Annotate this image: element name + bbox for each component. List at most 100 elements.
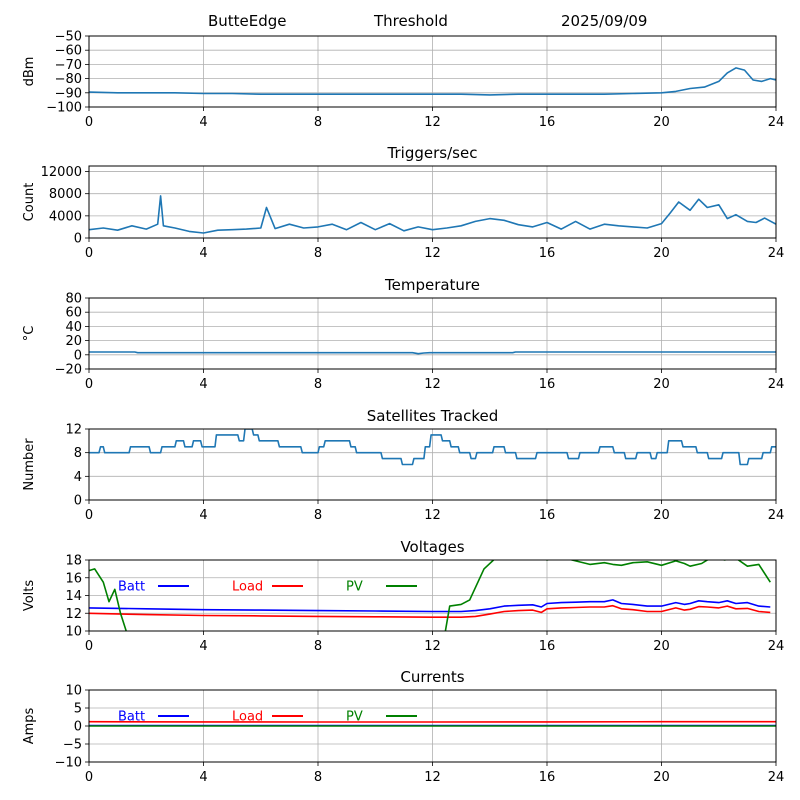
x-tick-label: 0 (85, 246, 93, 261)
x-tick-label: 0 (85, 377, 93, 392)
x-tick-label: 24 (768, 770, 785, 785)
y-tick-label: 20 (65, 334, 82, 349)
y-tick-label: −20 (55, 363, 82, 378)
panel-title: Satellites Tracked (367, 407, 498, 425)
x-tick-label: 12 (424, 770, 441, 785)
y-tick-label: 80 (65, 292, 82, 307)
panel-title: Temperature (384, 276, 480, 294)
series-line-batt (89, 599, 771, 613)
x-tick-label: 20 (653, 246, 670, 261)
y-axis-label: Volts (22, 580, 37, 612)
y-tick-label: −10 (55, 756, 82, 771)
series-line (89, 429, 776, 466)
y-tick-label: −60 (55, 44, 82, 59)
y-tick-label: 16 (65, 571, 82, 586)
y-tick-label: 4 (74, 470, 82, 485)
y-tick-label: −70 (55, 58, 82, 73)
x-tick-label: 16 (539, 770, 556, 785)
x-tick-label: 8 (314, 377, 322, 392)
legend-label-batt: Batt (118, 710, 145, 725)
x-tick-label: 20 (653, 508, 670, 523)
y-tick-label: 0 (74, 720, 82, 735)
x-tick-label: 12 (424, 115, 441, 130)
panel-4: 0 4 8 12 16 20 24 10 12 14 16 18 Voltages Volts Batt Lo… (22, 538, 784, 654)
x-tick-label: 24 (768, 508, 785, 523)
y-tick-label: 12000 (41, 165, 82, 180)
plot-frame (88, 689, 777, 763)
y-axis-label: °C (22, 326, 37, 342)
y-tick-label: 8000 (49, 187, 82, 202)
x-tick-label: 8 (314, 246, 322, 261)
y-tick-label: −90 (55, 86, 82, 101)
x-tick-label: 8 (314, 639, 322, 654)
x-tick-label: 16 (539, 246, 556, 261)
y-tick-label: 0 (74, 232, 82, 247)
x-tick-label: 0 (85, 508, 93, 523)
panel-1: 0 4 8 12 16 20 24 0 4000 8000 12000 Triggers/sec Cou… (22, 144, 784, 261)
x-tick-label: 0 (85, 639, 93, 654)
y-axis-label: dBm (22, 57, 37, 87)
x-tick-label: 24 (768, 246, 785, 261)
x-tick-label: 4 (199, 115, 207, 130)
x-tick-label: 20 (653, 639, 670, 654)
x-tick-label: 20 (653, 115, 670, 130)
x-tick-label: 24 (768, 639, 785, 654)
x-tick-label: 12 (424, 246, 441, 261)
y-tick-label: 5 (74, 702, 82, 717)
x-tick-label: 16 (539, 639, 556, 654)
y-tick-label: 8 (74, 446, 82, 461)
series-line (89, 351, 776, 355)
y-tick-label: 10 (65, 684, 82, 699)
x-tick-label: 4 (199, 377, 207, 392)
y-tick-label: 10 (65, 625, 82, 640)
x-tick-label: 20 (653, 770, 670, 785)
x-tick-label: 4 (199, 770, 207, 785)
series-line-pv (89, 560, 771, 631)
legend-label-pv: PV (346, 580, 363, 595)
x-tick-label: 24 (768, 115, 785, 130)
series-line-load (89, 604, 771, 619)
panel-5: 0 4 8 12 16 20 24 −10 −5 0 5 10 Currents Amps Batt Load… (22, 668, 784, 785)
x-tick-label: 0 (85, 770, 93, 785)
x-tick-label: 8 (314, 770, 322, 785)
x-tick-label: 16 (539, 508, 556, 523)
plot-frame (88, 428, 777, 501)
panel-3: 0 4 8 12 16 20 24 0 4 8 12 Satellites Tracked Number (22, 407, 784, 523)
y-tick-label: 12 (65, 607, 82, 622)
header-label: Threshold (373, 12, 448, 30)
x-tick-label: 8 (314, 508, 322, 523)
x-tick-label: 16 (539, 115, 556, 130)
y-tick-label: 0 (74, 494, 82, 509)
y-tick-label: −80 (55, 72, 82, 87)
plot-frame (88, 559, 777, 632)
x-tick-label: 20 (653, 377, 670, 392)
x-tick-label: 12 (424, 508, 441, 523)
y-tick-label: 60 (65, 306, 82, 321)
legend-label-load: Load (232, 580, 263, 595)
y-tick-label: 12 (65, 423, 82, 438)
legend-label-load: Load (232, 710, 263, 725)
y-axis-label: Number (22, 438, 37, 491)
series-line (89, 195, 776, 234)
legend-label-pv: PV (346, 710, 363, 725)
y-tick-label: −100 (46, 101, 82, 116)
x-tick-label: 12 (424, 639, 441, 654)
x-tick-label: 24 (768, 377, 785, 392)
panel-title: Voltages (400, 538, 464, 556)
x-tick-label: 0 (85, 115, 93, 130)
plot-frame (88, 297, 777, 370)
x-tick-label: 4 (199, 246, 207, 261)
plot-frame (88, 35, 777, 108)
y-tick-label: 0 (74, 348, 82, 363)
header-station: ButteEdge (208, 12, 287, 30)
y-tick-label: 18 (65, 554, 82, 569)
y-tick-label: 40 (65, 320, 82, 335)
y-axis-label: Amps (22, 707, 37, 744)
header-date: 2025/09/09 (561, 12, 647, 30)
panel-title: Currents (400, 668, 464, 686)
x-tick-label: 12 (424, 377, 441, 392)
panel-title: Triggers/sec (387, 144, 478, 162)
